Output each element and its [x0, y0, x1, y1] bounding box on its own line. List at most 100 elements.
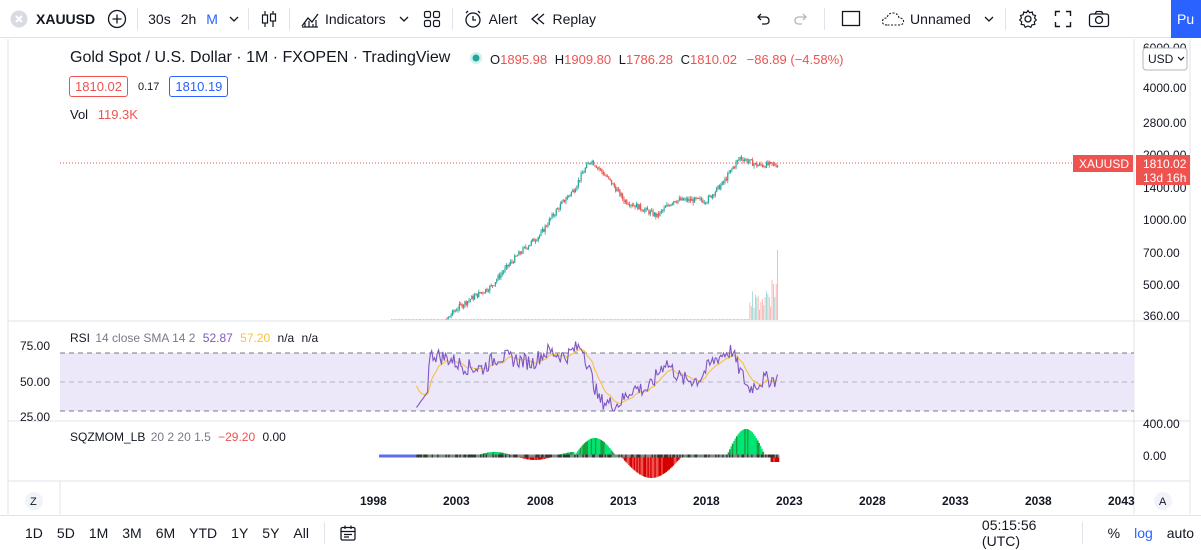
currency-selector[interactable] — [1142, 47, 1188, 71]
candle-body — [454, 310, 456, 312]
candle-body — [609, 178, 611, 180]
sqz-dot — [574, 454, 576, 458]
candle-body — [644, 209, 646, 212]
sqz-bar — [730, 446, 733, 456]
bid-button[interactable]: 1810.02 — [69, 76, 128, 97]
candle-body — [503, 271, 505, 273]
sqz-dot — [484, 454, 487, 458]
sqz-bar — [597, 438, 600, 456]
alarm-clock-icon — [463, 9, 483, 29]
chart-type-button[interactable] — [253, 0, 285, 38]
sqz-bar — [749, 430, 752, 456]
range-1m[interactable]: 1M — [88, 525, 109, 541]
sqz-dot — [385, 454, 388, 458]
sqz-dot — [415, 454, 417, 458]
percent-toggle[interactable]: % — [1107, 525, 1121, 541]
candle-body — [515, 255, 517, 257]
sqz-dot — [763, 454, 766, 458]
interval-m[interactable]: M — [200, 0, 224, 38]
sqz-dot — [669, 454, 672, 458]
sqz-dot — [482, 454, 485, 458]
candle-body — [671, 203, 674, 205]
compare-button[interactable] — [101, 0, 133, 38]
range-6m[interactable]: 6M — [155, 525, 176, 541]
publish-button[interactable]: Pu — [1171, 0, 1201, 38]
interval-dropdown[interactable] — [224, 0, 244, 38]
vol-label: Vol — [70, 107, 89, 122]
auto-toggle[interactable]: auto — [1166, 525, 1195, 541]
candle-body — [509, 261, 512, 265]
candle-body — [613, 183, 615, 187]
candle-body — [663, 207, 665, 211]
chart-canvas[interactable]: 6000.00 4000.00 2800.00 2000.00 1400.00 … — [0, 39, 1201, 514]
sqz-bar — [610, 449, 612, 456]
candle-body — [451, 310, 454, 316]
interval-30s[interactable]: 30s — [142, 0, 177, 38]
sqz-dot — [504, 454, 507, 458]
ask-button[interactable]: 1810.19 — [169, 76, 229, 97]
sqz-dot — [605, 454, 608, 458]
sqz-bar — [665, 456, 668, 472]
candle-body — [675, 202, 678, 204]
range-3m[interactable]: 3M — [122, 525, 142, 541]
auto-scale-right-button[interactable] — [1154, 492, 1172, 510]
candle-body — [461, 304, 463, 308]
sqz-dot — [585, 454, 587, 458]
last-symbol-label: XAUUSD — [1079, 157, 1129, 171]
alert-button[interactable]: Alert — [457, 0, 524, 38]
range-all[interactable]: All — [293, 525, 309, 541]
camera-icon — [1088, 10, 1110, 28]
templates-button[interactable] — [416, 0, 448, 38]
redo-button[interactable] — [786, 0, 816, 38]
sqz-bar — [742, 429, 745, 456]
range-1y[interactable]: 1Y — [231, 525, 249, 541]
interval-2h[interactable]: 2h — [177, 0, 201, 38]
sqz-dot — [542, 454, 545, 458]
undo-button[interactable] — [748, 0, 778, 38]
candle-body — [608, 176, 610, 179]
candle-body — [446, 318, 448, 320]
log-toggle[interactable]: log — [1134, 525, 1153, 541]
candle-body — [489, 285, 491, 291]
candle-body — [720, 184, 722, 190]
candle-body — [464, 301, 466, 306]
symbol-name: XAUUSD — [36, 10, 96, 27]
sqz-dot — [431, 454, 434, 458]
rsi-ma-value: 57.20 — [240, 331, 271, 345]
fullscreen-layout-button[interactable] — [835, 0, 867, 38]
sqz-dot — [486, 454, 489, 458]
settings-button[interactable] — [1010, 0, 1046, 38]
fullscreen-button[interactable] — [1046, 0, 1080, 38]
candle-body — [529, 244, 531, 247]
snapshot-button[interactable] — [1080, 0, 1118, 38]
indicators-button[interactable]: Indicators — [294, 0, 416, 38]
candle-body — [480, 292, 483, 294]
sqz-bar — [643, 456, 646, 477]
candle-body — [760, 163, 762, 165]
close-value: 1810.02 — [690, 52, 738, 67]
range-5y[interactable]: 5Y — [262, 525, 280, 541]
sqz-label: SQZMOM_LB — [70, 430, 146, 444]
candle-body — [615, 186, 617, 192]
goto-date-button[interactable] — [329, 516, 367, 550]
range-5d[interactable]: 5D — [56, 525, 75, 541]
layout-name-button[interactable]: Unnamed — [867, 0, 1001, 38]
candle-body — [734, 166, 736, 168]
range-1d[interactable]: 1D — [25, 525, 43, 541]
candle-body — [754, 163, 757, 165]
sqz-bar — [567, 452, 570, 456]
sqz-dot — [524, 454, 527, 458]
rsi-tick: 25.00 — [20, 410, 50, 424]
auto-scale-left-button[interactable] — [25, 492, 43, 510]
sqz-tick: 0.00 — [1143, 449, 1167, 463]
indicators-icon — [300, 9, 320, 29]
sqz-dot — [756, 454, 759, 458]
clock[interactable]: 05:15:56 (UTC) — [981, 517, 1037, 549]
replay-button[interactable]: Replay — [523, 0, 602, 38]
sqz-bar — [539, 456, 542, 460]
symbol-search[interactable]: XAUUSD — [0, 0, 101, 38]
range-ytd[interactable]: YTD — [189, 525, 218, 541]
candle-body — [757, 165, 759, 167]
sqz-dot — [622, 454, 625, 458]
chart-area[interactable]: 6000.00 4000.00 2800.00 2000.00 1400.00 … — [0, 39, 1201, 514]
